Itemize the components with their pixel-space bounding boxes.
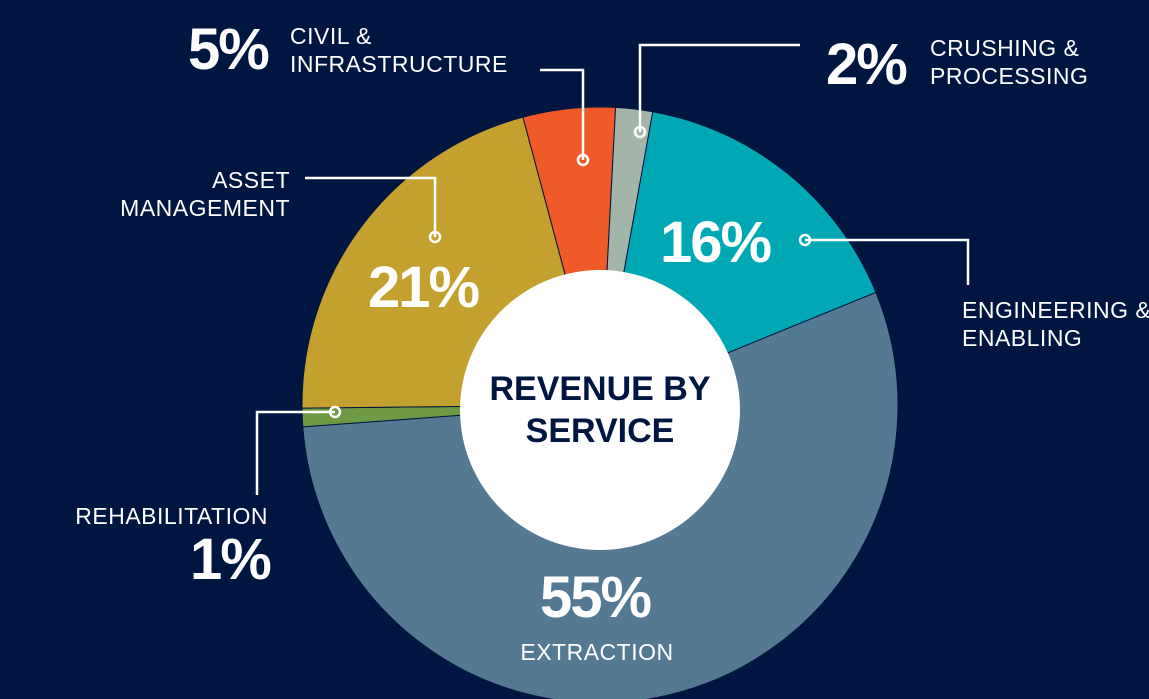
value-label: 21% xyxy=(368,255,480,320)
value-label: 5% xyxy=(188,17,270,82)
category-label: ASSET MANAGEMENT xyxy=(120,167,290,221)
leader-line xyxy=(638,43,800,132)
leader-dot xyxy=(428,230,442,244)
category-label: EXTRACTION xyxy=(520,639,674,665)
category-label: REHABILITATION xyxy=(75,503,268,529)
category-label: CRUSHING & PROCESSING xyxy=(930,35,1089,89)
leader-line xyxy=(540,68,585,160)
value-label: 16% xyxy=(660,210,772,275)
leader-dot xyxy=(798,233,812,247)
leader-line xyxy=(255,410,335,495)
leader-dot xyxy=(633,125,647,139)
leader-line xyxy=(305,176,437,237)
leader-dot xyxy=(576,153,590,167)
value-label: 1% xyxy=(190,527,272,592)
category-label: CIVIL & INFRASTRUCTURE xyxy=(290,23,508,77)
category-label: ENGINEERING & ENABLING xyxy=(962,297,1149,351)
leader-line xyxy=(805,238,970,285)
value-label: 55% xyxy=(540,565,652,630)
donut-hole xyxy=(460,270,740,550)
leader-dot xyxy=(328,405,342,419)
chart-title: REVENUE BY SERVICE xyxy=(489,370,711,450)
value-label: 2% xyxy=(826,32,908,97)
